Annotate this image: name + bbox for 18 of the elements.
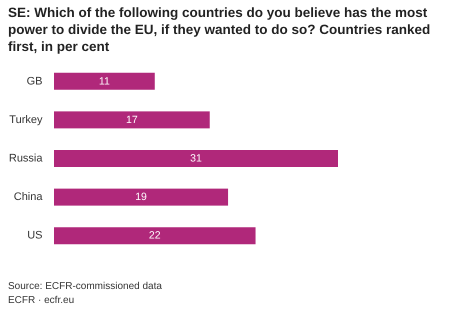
y-tick-label: GB xyxy=(26,75,42,88)
chart-title: SE: Which of the following countries do you believe has the most power to divide the EU, if they wanted to do so? Countries ranked first, in per cent xyxy=(8,4,432,55)
bar xyxy=(54,188,228,206)
data-label: 31 xyxy=(190,152,202,164)
y-tick-label: Russia xyxy=(8,152,44,164)
data-label: 19 xyxy=(135,191,148,204)
bar xyxy=(54,72,155,90)
bar xyxy=(54,227,256,244)
data-label: 11 xyxy=(98,75,110,88)
y-tick-label: China xyxy=(14,191,44,204)
text: ECFR · ecfr.eu xyxy=(8,294,76,308)
y-tick-label: US xyxy=(27,230,42,242)
y-tick-label: Turkey xyxy=(9,114,43,126)
bar xyxy=(54,150,338,167)
data-label: 22 xyxy=(148,230,161,242)
data-label: 17 xyxy=(126,114,138,126)
source-note: Source: ECFR-commissioned data xyxy=(8,280,162,294)
bar xyxy=(54,111,210,128)
